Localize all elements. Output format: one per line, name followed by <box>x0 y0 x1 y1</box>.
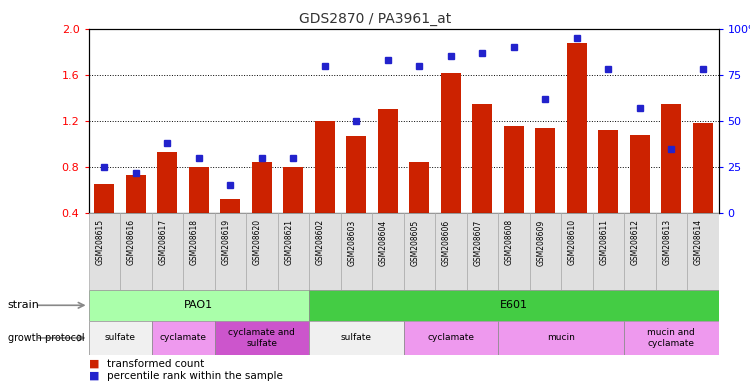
Bar <box>530 213 561 290</box>
Text: PAO1: PAO1 <box>184 300 213 310</box>
Text: GSM208613: GSM208613 <box>662 219 671 265</box>
Bar <box>188 167 209 213</box>
Bar <box>88 213 120 290</box>
Text: GSM208610: GSM208610 <box>568 219 577 265</box>
Bar <box>692 123 713 213</box>
Bar <box>251 162 272 213</box>
Text: GDS2870 / PA3961_at: GDS2870 / PA3961_at <box>298 12 452 25</box>
Bar <box>278 213 309 290</box>
Bar <box>624 213 656 290</box>
Text: GSM208614: GSM208614 <box>694 219 703 265</box>
Bar <box>503 126 524 213</box>
Text: percentile rank within the sample: percentile rank within the sample <box>107 371 284 381</box>
Bar <box>404 321 498 355</box>
Bar <box>377 109 398 213</box>
Text: mucin and
cyclamate: mucin and cyclamate <box>647 328 695 348</box>
Text: cyclamate: cyclamate <box>427 333 474 343</box>
Text: GSM208605: GSM208605 <box>410 219 419 265</box>
Text: GSM208603: GSM208603 <box>347 219 356 265</box>
Bar <box>566 43 587 213</box>
Text: GSM208604: GSM208604 <box>379 219 388 265</box>
Bar <box>314 121 335 213</box>
Bar <box>309 213 340 290</box>
Bar <box>88 321 152 355</box>
Text: cyclamate and
sulfate: cyclamate and sulfate <box>228 328 296 348</box>
Text: GSM208609: GSM208609 <box>536 219 545 265</box>
Bar <box>409 162 430 213</box>
Bar <box>152 321 214 355</box>
Bar <box>183 213 214 290</box>
Text: mucin: mucin <box>547 333 575 343</box>
Bar <box>88 290 309 321</box>
Bar <box>561 213 592 290</box>
Text: GSM208606: GSM208606 <box>442 219 451 265</box>
Bar <box>309 321 404 355</box>
Bar <box>125 175 146 213</box>
Text: GSM208617: GSM208617 <box>158 219 167 265</box>
Text: GSM208619: GSM208619 <box>221 219 230 265</box>
Bar <box>94 184 115 213</box>
Text: sulfate: sulfate <box>104 333 136 343</box>
Bar <box>152 213 183 290</box>
Bar <box>535 128 556 213</box>
Text: GSM208612: GSM208612 <box>631 219 640 265</box>
Bar <box>435 213 466 290</box>
Bar <box>346 136 367 213</box>
Bar <box>283 167 304 213</box>
Bar <box>466 213 498 290</box>
Text: growth protocol: growth protocol <box>8 333 84 343</box>
Bar <box>656 213 687 290</box>
Bar <box>309 290 718 321</box>
Text: GSM208620: GSM208620 <box>253 219 262 265</box>
Text: ■: ■ <box>88 371 99 381</box>
Bar <box>220 199 241 213</box>
Bar <box>687 213 718 290</box>
Bar <box>120 213 152 290</box>
Text: GSM208616: GSM208616 <box>127 219 136 265</box>
Text: GSM208611: GSM208611 <box>599 219 608 265</box>
Text: ■: ■ <box>88 359 99 369</box>
Text: transformed count: transformed count <box>107 359 205 369</box>
Bar <box>661 104 682 213</box>
Text: GSM208607: GSM208607 <box>473 219 482 265</box>
Text: sulfate: sulfate <box>340 333 372 343</box>
Bar <box>340 213 372 290</box>
Bar <box>157 152 178 213</box>
Text: GSM208608: GSM208608 <box>505 219 514 265</box>
Bar <box>624 321 718 355</box>
Bar <box>498 321 624 355</box>
Text: cyclamate: cyclamate <box>160 333 206 343</box>
Bar <box>246 213 278 290</box>
Text: GSM208621: GSM208621 <box>284 219 293 265</box>
Bar <box>498 213 530 290</box>
Bar <box>214 213 246 290</box>
Text: GSM208615: GSM208615 <box>95 219 104 265</box>
Bar <box>629 135 650 213</box>
Bar <box>592 213 624 290</box>
Bar <box>404 213 435 290</box>
Bar <box>440 73 461 213</box>
Bar <box>214 321 309 355</box>
Text: GSM208602: GSM208602 <box>316 219 325 265</box>
Bar <box>472 104 493 213</box>
Text: GSM208618: GSM208618 <box>190 219 199 265</box>
Bar <box>598 130 619 213</box>
Text: strain: strain <box>8 300 39 310</box>
Bar <box>372 213 404 290</box>
Text: E601: E601 <box>500 300 528 310</box>
